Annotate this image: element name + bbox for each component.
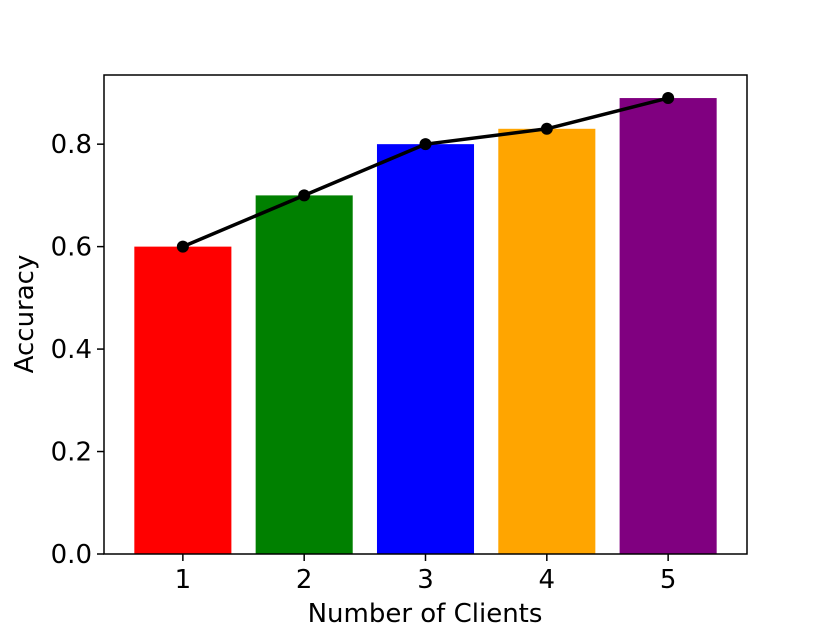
line-point-4 [540, 122, 553, 135]
x-tick-label: 3 [417, 565, 434, 595]
line-group [176, 92, 675, 253]
y-tick-label: 0.4 [51, 335, 92, 365]
y-tick-label: 0.8 [51, 130, 92, 160]
x-tick-label: 1 [175, 565, 192, 595]
bars-group [134, 98, 717, 555]
x-tick-label: 4 [539, 565, 556, 595]
line-point-2 [298, 189, 311, 202]
bar-1 [134, 246, 232, 555]
bar-4 [498, 128, 596, 554]
line-point-1 [176, 240, 189, 253]
bar-3 [376, 144, 475, 554]
y-tick-label: 0.2 [51, 438, 92, 468]
line-point-3 [419, 138, 432, 151]
bar-5 [619, 98, 717, 555]
ticks-group: 0.0 0.2 0.4 0.6 0.8 1 2 3 4 5 [51, 130, 677, 595]
x-tick-label: 2 [296, 565, 313, 595]
x-axis-title: Number of Clients [308, 599, 543, 623]
line-point-5 [662, 92, 675, 105]
y-tick-label: 0.6 [51, 233, 92, 263]
x-tick-label: 5 [660, 565, 677, 595]
y-axis-title: Accuracy [10, 255, 40, 374]
y-tick-label: 0.0 [51, 540, 92, 570]
bar-2 [255, 195, 353, 554]
